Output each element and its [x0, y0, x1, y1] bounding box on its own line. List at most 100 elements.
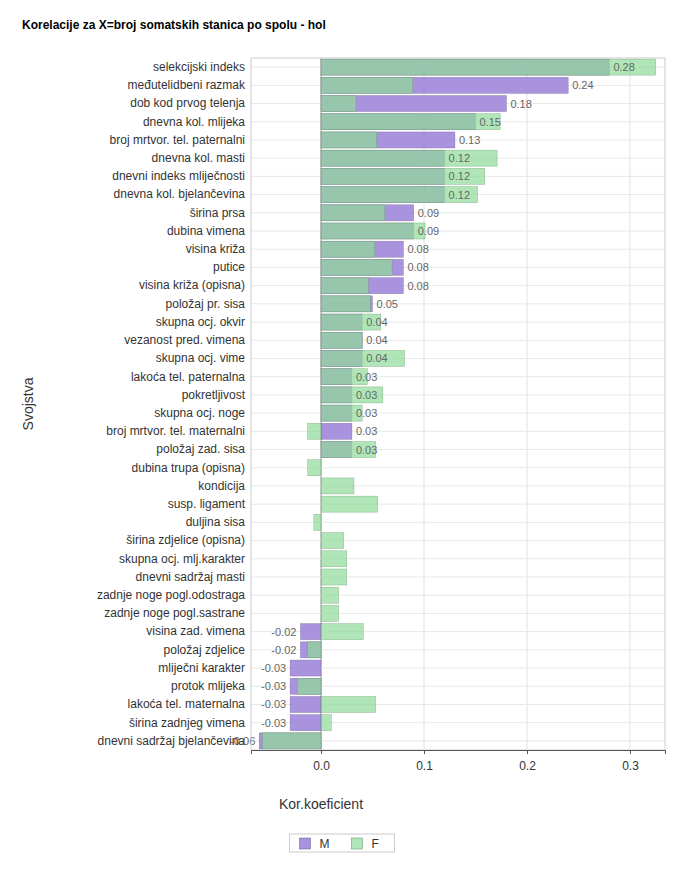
y-tick: lakoća tel. maternalna	[128, 697, 246, 711]
bar	[321, 241, 375, 257]
y-tick: širina zadnjeg vimena	[129, 716, 245, 730]
y-axis-title: Svojstva	[20, 377, 36, 430]
grid-line-y	[251, 285, 665, 286]
data-label: 0.12	[449, 170, 470, 182]
bar	[321, 259, 392, 275]
y-tick: selekcijski indeks	[153, 60, 245, 74]
data-label: 0.13	[459, 134, 480, 146]
bar	[321, 278, 403, 294]
y-tick: skupna ocj. noge	[154, 406, 245, 420]
data-label: -0.03	[261, 680, 286, 692]
bar	[308, 460, 321, 476]
y-tick: dubina trupa (opisna)	[132, 461, 245, 475]
y-tick-label: duljina sisa	[186, 515, 246, 529]
bar	[321, 132, 377, 148]
bar	[308, 423, 321, 439]
grid-line-y	[251, 540, 665, 541]
grid-line-y	[251, 303, 665, 304]
y-tick-label: dnevni sadržaj bjelančevina	[98, 734, 246, 748]
y-axis: selekcijski indeksmeđutelidbeni razmakdo…	[97, 60, 246, 748]
y-tick-label: položaj pr. sisa	[166, 297, 246, 311]
data-label: -0.02	[271, 644, 296, 656]
data-label: 0.15	[480, 116, 501, 128]
legend: MF	[290, 834, 395, 852]
grid-line-y	[251, 577, 665, 578]
y-tick-label: visina križa (opisna)	[139, 278, 245, 292]
x-tick-mark	[424, 750, 425, 754]
y-tick-label: lakoća tel. maternalna	[128, 697, 246, 711]
bar	[290, 696, 321, 712]
bars	[259, 59, 655, 749]
legend-swatch	[352, 838, 363, 849]
y-tick: dnevni sadržaj bjelančevina	[98, 734, 246, 748]
bar	[321, 350, 404, 366]
data-label: 0.12	[449, 152, 470, 164]
y-tick: zadnje noge pogl.sastrane	[104, 606, 245, 620]
data-label: 0.24	[572, 79, 593, 91]
grid-line-y	[251, 376, 665, 377]
y-tick-label: vezanost pred. vimena	[124, 333, 245, 347]
data-label: 0.08	[407, 280, 428, 292]
bar	[297, 678, 321, 694]
bar	[321, 696, 376, 712]
y-tick: putice	[213, 260, 245, 274]
x-axis-title: Kor.koeficient	[279, 796, 363, 812]
data-label: 0.18	[510, 98, 531, 110]
y-tick: dnevni indeks mliječnosti	[112, 169, 245, 183]
y-tick: visina zad. vimena	[146, 624, 245, 638]
bar	[321, 551, 347, 567]
y-tick-label: skupna ocj. okvir	[156, 315, 245, 329]
bar	[290, 678, 321, 694]
y-tick: lakoća tel. paternalna	[131, 370, 245, 384]
grid-line-y	[251, 613, 665, 614]
y-tick: vezanost pred. vimena	[124, 333, 245, 347]
bar	[321, 569, 347, 585]
grid-line-y	[251, 558, 665, 559]
y-tick: skupna ocj. vime	[156, 351, 246, 365]
data-label: 0.04	[366, 316, 387, 328]
x-tick-mark	[527, 750, 528, 754]
grid-line-x	[527, 58, 528, 750]
chart: Korelacije za X=broj somatskih stanica p…	[0, 0, 680, 869]
data-label: 0.08	[407, 261, 428, 273]
legend-label: M	[320, 837, 330, 851]
data-label: 0.03	[356, 389, 377, 401]
grid-line-y	[251, 485, 665, 486]
y-tick-label: dob kod prvog telenja	[130, 96, 245, 110]
data-label: 0.04	[366, 352, 387, 364]
data-label: 0.03	[356, 425, 377, 437]
y-tick-label: širina zdjelice (opisna)	[126, 533, 245, 547]
grid-line-y	[251, 249, 665, 250]
title: Korelacije za X=broj somatskih stanica p…	[22, 18, 326, 32]
bar	[321, 332, 362, 348]
y-tick: duljina sisa	[186, 515, 246, 529]
bar	[321, 296, 372, 312]
y-tick: visina križa (opisna)	[139, 278, 245, 292]
grid-line-x	[629, 58, 630, 750]
y-tick: dnevni sadržaj masti	[136, 570, 245, 584]
grid-line-y	[251, 449, 665, 450]
y-tick: protok mlijeka	[171, 679, 245, 693]
bar	[300, 624, 321, 640]
y-tick-label: zadnje noge pogl.sastrane	[104, 606, 245, 620]
bar	[321, 96, 506, 112]
bar	[321, 205, 385, 221]
data-label: -0.03	[261, 698, 286, 710]
x-tick: 0.2	[519, 750, 536, 773]
bar	[321, 624, 363, 640]
y-tick: širina zdjelice (opisna)	[126, 533, 245, 547]
y-tick-label: lakoća tel. paternalna	[131, 370, 245, 384]
y-tick: položaj pr. sisa	[166, 297, 246, 311]
y-tick-label: dnevni sadržaj masti	[136, 570, 245, 584]
bar	[314, 514, 321, 530]
grid-line-y	[251, 504, 665, 505]
y-tick-label: dnevni indeks mliječnosti	[112, 169, 245, 183]
x-tick-label: 0.1	[416, 759, 433, 773]
y-tick: dnevna kol. masti	[152, 151, 245, 165]
data-label: -0.03	[261, 717, 286, 729]
y-tick: mliječni karakter	[158, 661, 245, 675]
y-tick: broj mrtvor. tel. paternalni	[110, 133, 245, 147]
grid-line-y	[251, 267, 665, 268]
y-tick-label: dubina vimena	[167, 224, 245, 238]
x-tick-label: 0.0	[313, 759, 330, 773]
